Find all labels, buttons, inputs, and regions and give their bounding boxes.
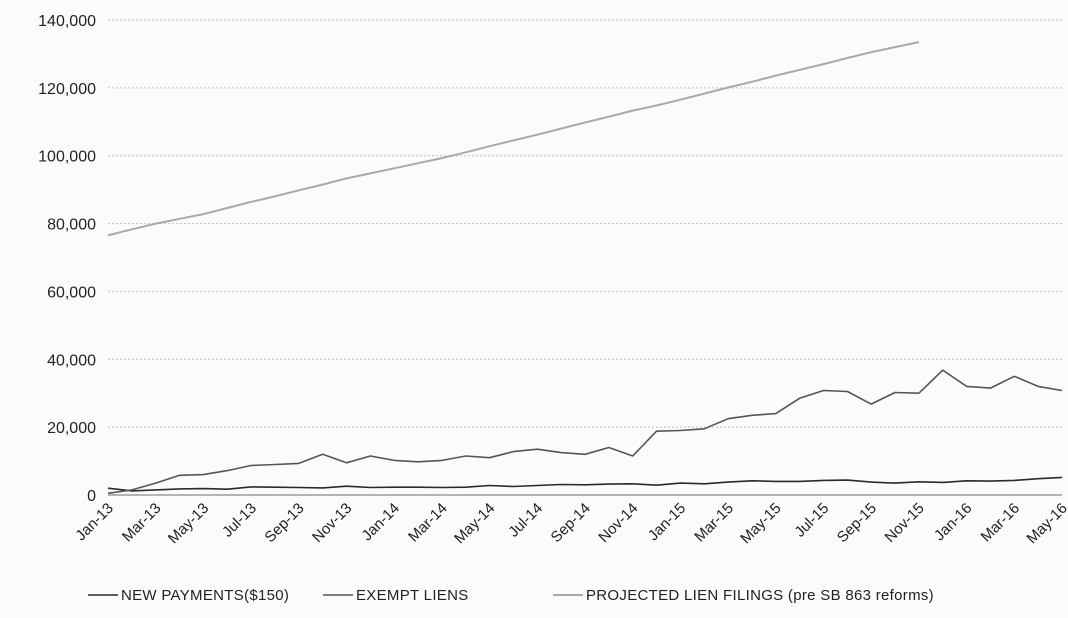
y-tick-label: 60,000 xyxy=(47,284,96,301)
y-axis-ticks: 0 20,000 40,000 60,000 80,000 100,000 120,000 1… xyxy=(38,13,96,505)
x-tick-label: Mar-14 xyxy=(405,500,451,546)
legend-label: PROJECTED LIEN FILINGS (pre SB 863 refor… xyxy=(586,587,934,604)
legend-label: NEW PAYMENTS($150) xyxy=(121,587,289,604)
x-tick-label: Sep-15 xyxy=(834,500,880,546)
series-line-2 xyxy=(107,369,1063,495)
x-tick-label: Mar-13 xyxy=(119,500,165,546)
y-tick-label: 120,000 xyxy=(38,81,96,98)
y-tick-label: 0 xyxy=(87,488,96,505)
x-tick-label: Jul-15 xyxy=(791,500,832,541)
x-tick-label: May-13 xyxy=(165,500,212,547)
series-line-3 xyxy=(107,41,920,237)
x-tick-label: Jan-13 xyxy=(72,500,116,544)
x-tick-label: Mar-15 xyxy=(691,500,737,546)
x-tick-label: Jul-14 xyxy=(505,500,546,541)
x-tick-label: Jan-14 xyxy=(359,500,403,544)
y-tick-label: 20,000 xyxy=(47,420,96,437)
x-tick-label: Nov-13 xyxy=(309,500,355,546)
x-tick-label: Sep-13 xyxy=(261,500,307,546)
gridlines xyxy=(108,19,1062,496)
x-tick-label: Sep-14 xyxy=(548,500,594,546)
x-tick-label: Nov-15 xyxy=(882,500,928,546)
x-tick-label: May-15 xyxy=(737,500,784,547)
y-tick-label: 140,000 xyxy=(38,13,96,30)
legend: NEW PAYMENTS($150) EXEMPT LIENS PROJECTED … xyxy=(88,587,934,604)
x-tick-label: Nov-14 xyxy=(595,500,641,546)
x-tick-label: Jan-15 xyxy=(645,500,689,544)
series-lines xyxy=(107,41,1063,495)
y-tick-label: 100,000 xyxy=(38,149,96,166)
x-axis-ticks: Jan-13 Mar-13 May-13 Jul-13 Sep-13 Nov-13 Jan-… xyxy=(72,500,1068,547)
y-tick-label: 40,000 xyxy=(47,352,96,369)
x-tick-label: May-16 xyxy=(1023,500,1068,547)
legend-label: EXEMPT LIENS xyxy=(356,587,469,604)
x-tick-label: May-14 xyxy=(451,500,498,547)
x-tick-label: Jul-13 xyxy=(219,500,260,541)
series-line-1 xyxy=(107,476,1063,492)
y-tick-label: 80,000 xyxy=(47,217,96,234)
x-tick-label: Jan-16 xyxy=(931,500,975,544)
x-tick-label: Mar-16 xyxy=(978,500,1024,546)
